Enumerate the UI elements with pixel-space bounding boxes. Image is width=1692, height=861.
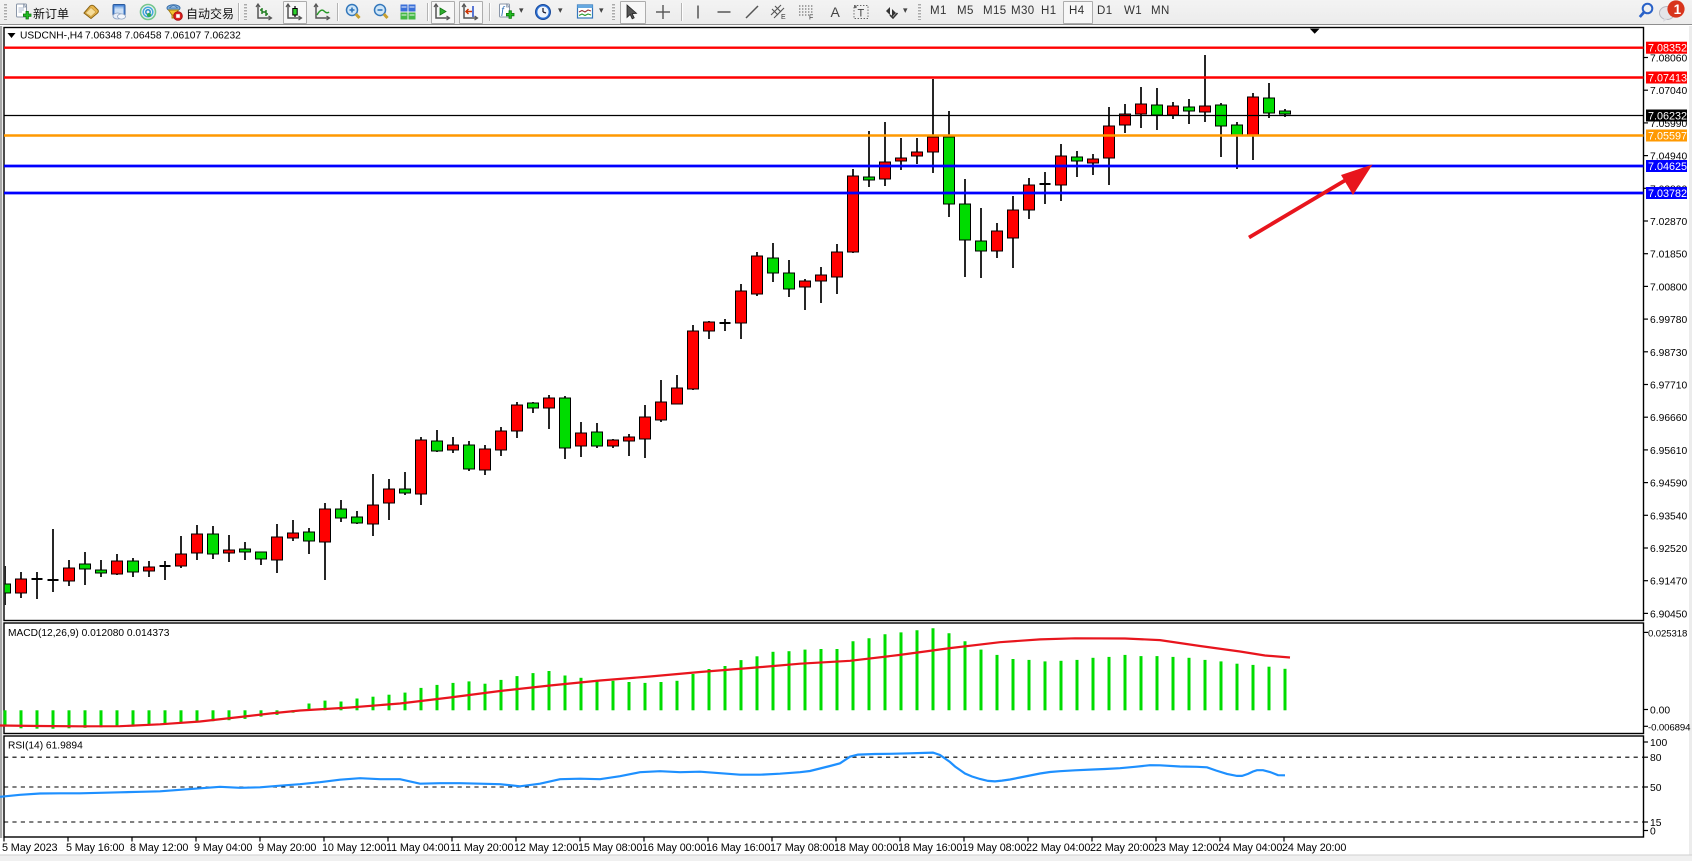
svg-text:7.02870: 7.02870	[1650, 217, 1687, 228]
svg-text:19 May 08:00: 19 May 08:00	[962, 842, 1026, 854]
svg-text:11 May 20:00: 11 May 20:00	[450, 842, 514, 854]
svg-text:10 May 12:00: 10 May 12:00	[322, 842, 386, 854]
svg-text:7.07040: 7.07040	[1650, 86, 1687, 97]
svg-text:12 May 12:00: 12 May 12:00	[514, 842, 578, 854]
svg-text:9 May 04:00: 9 May 04:00	[194, 842, 252, 854]
svg-text:50: 50	[1650, 783, 1662, 794]
svg-text:18 May 00:00: 18 May 00:00	[834, 842, 898, 854]
svg-text:A: A	[831, 4, 841, 20]
svg-text:22 May 04:00: 22 May 04:00	[1026, 842, 1090, 854]
svg-text:7.01850: 7.01850	[1650, 250, 1687, 261]
svg-text:f: f	[501, 6, 505, 17]
svg-text:0: 0	[1650, 827, 1656, 838]
svg-text:17 May 08:00: 17 May 08:00	[770, 842, 834, 854]
svg-text:15: 15	[1650, 818, 1662, 829]
svg-text:8 May 12:00: 8 May 12:00	[130, 842, 188, 854]
svg-text:-0.006894: -0.006894	[1648, 722, 1691, 733]
svg-text:USDCNH-,H4: USDCNH-,H4	[20, 31, 83, 42]
svg-text:7.03782: 7.03782	[1648, 188, 1687, 200]
svg-text:6.93540: 6.93540	[1650, 511, 1687, 522]
svg-text:0.025318: 0.025318	[1648, 628, 1687, 639]
svg-text:6.96660: 6.96660	[1650, 413, 1687, 424]
svg-text:16 May 16:00: 16 May 16:00	[706, 842, 770, 854]
svg-text:6.94590: 6.94590	[1650, 479, 1687, 490]
svg-text:7.04625: 7.04625	[1648, 161, 1687, 173]
svg-text:7.08352: 7.08352	[1648, 43, 1687, 55]
svg-text:0.00: 0.00	[1650, 706, 1670, 717]
svg-text:24 May 20:00: 24 May 20:00	[1282, 842, 1346, 854]
svg-text:7.07413: 7.07413	[1648, 73, 1687, 85]
svg-text:9 May 20:00: 9 May 20:00	[258, 842, 316, 854]
svg-text:6.92520: 6.92520	[1650, 544, 1687, 555]
svg-text:6.97710: 6.97710	[1650, 381, 1687, 392]
svg-text:6.90450: 6.90450	[1650, 609, 1687, 620]
svg-text:24 May 04:00: 24 May 04:00	[1218, 842, 1282, 854]
svg-text:7.06232: 7.06232	[1648, 111, 1687, 123]
svg-text:7.04940: 7.04940	[1650, 152, 1687, 163]
svg-text:6.95610: 6.95610	[1650, 446, 1687, 457]
svg-text:6.98730: 6.98730	[1650, 348, 1687, 359]
svg-text:5 May 2023: 5 May 2023	[2, 842, 58, 854]
svg-text:100: 100	[1650, 738, 1667, 749]
svg-text:6.99780: 6.99780	[1650, 315, 1687, 326]
svg-text:7.08060: 7.08060	[1650, 54, 1687, 65]
svg-text:23 May 12:00: 23 May 12:00	[1154, 842, 1218, 854]
svg-text:7.06348 7.06458 7.06107 7.0623: 7.06348 7.06458 7.06107 7.06232	[85, 31, 241, 42]
svg-text:E: E	[781, 14, 786, 21]
svg-text:18 May 16:00: 18 May 16:00	[898, 842, 962, 854]
svg-text:6.91470: 6.91470	[1650, 577, 1687, 588]
svg-text:F: F	[809, 15, 813, 22]
svg-text:15 May 08:00: 15 May 08:00	[578, 842, 642, 854]
svg-text:11 May 04:00: 11 May 04:00	[386, 842, 450, 854]
svg-text:16 May 00:00: 16 May 00:00	[642, 842, 706, 854]
svg-text:5 May 16:00: 5 May 16:00	[66, 842, 124, 854]
svg-text:MACD(12,26,9) 0.012080 0.01437: MACD(12,26,9) 0.012080 0.014373	[8, 628, 170, 639]
svg-text:T: T	[858, 8, 865, 20]
svg-text:7.05597: 7.05597	[1648, 131, 1687, 143]
svg-text:7.05990: 7.05990	[1650, 119, 1687, 130]
svg-text:1: 1	[1674, 2, 1682, 17]
svg-text:7.00800: 7.00800	[1650, 282, 1687, 293]
svg-text:22 May 20:00: 22 May 20:00	[1090, 842, 1154, 854]
svg-text:RSI(14) 61.9894: RSI(14) 61.9894	[8, 741, 83, 752]
svg-text:80: 80	[1650, 753, 1662, 764]
